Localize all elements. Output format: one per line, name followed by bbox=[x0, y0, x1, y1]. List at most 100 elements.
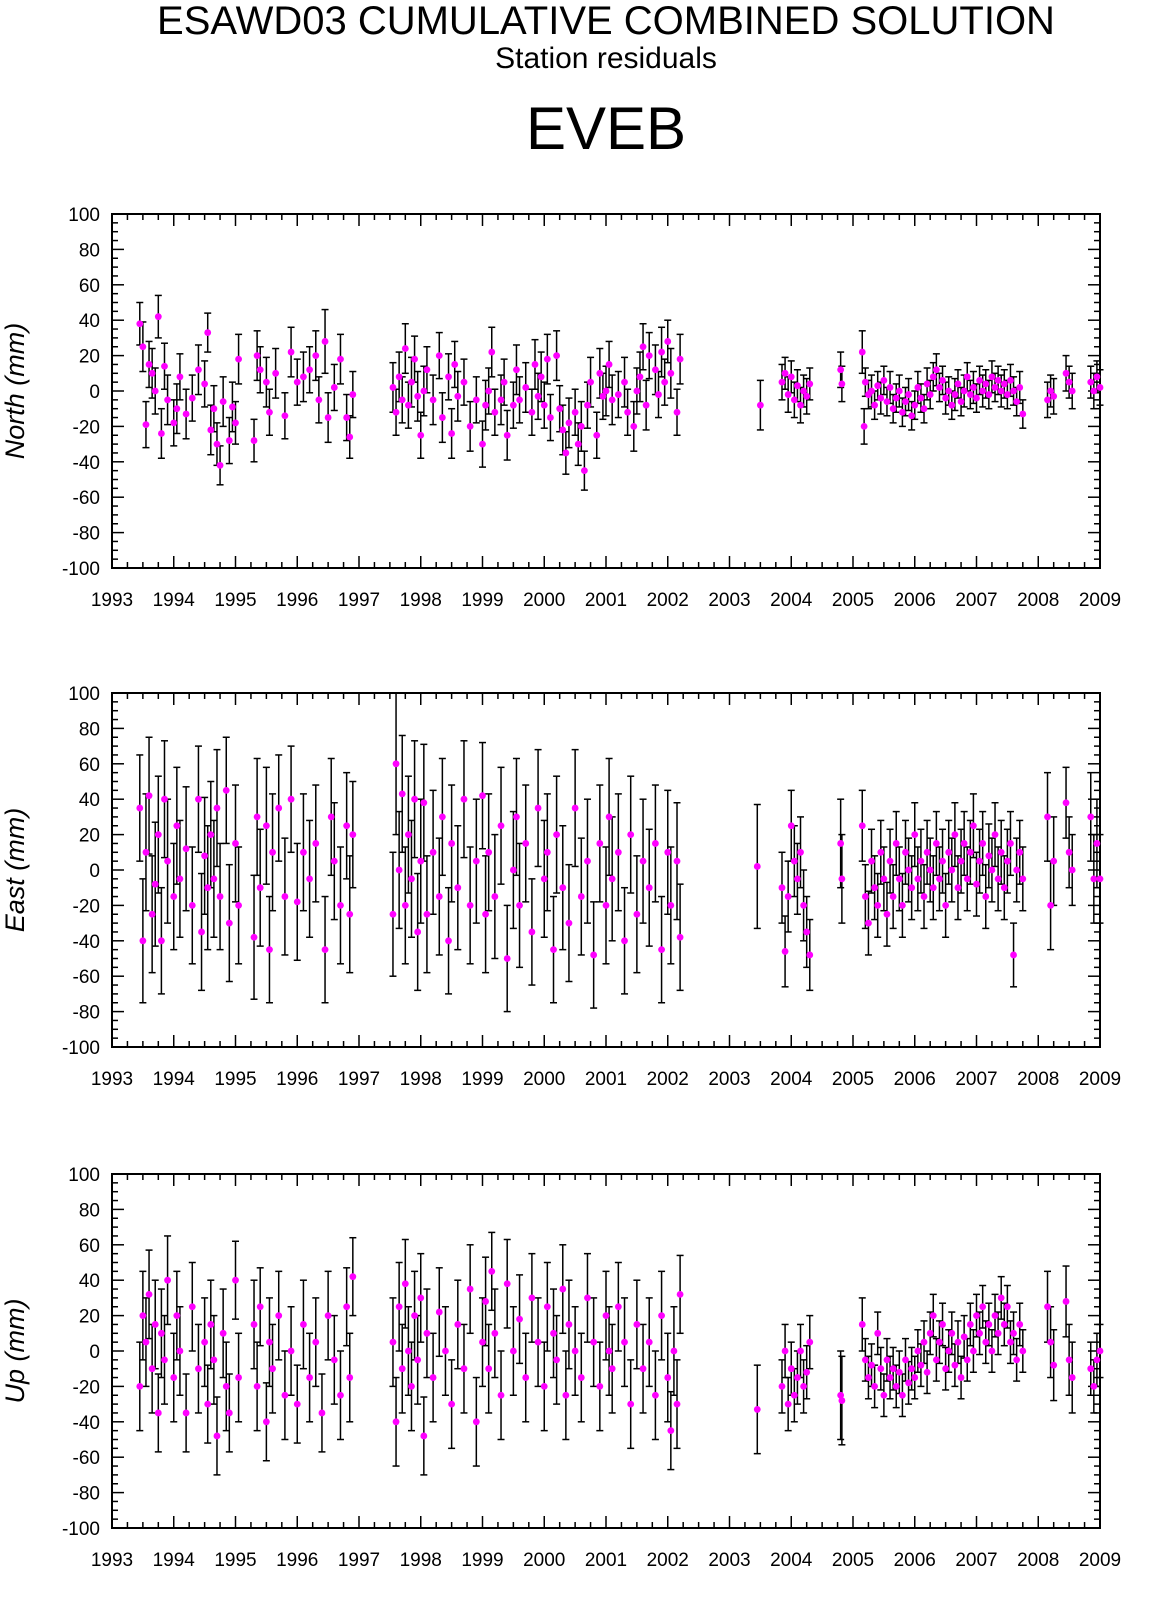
data-point bbox=[599, 392, 607, 400]
data-point bbox=[584, 401, 591, 409]
data-point bbox=[321, 338, 329, 345]
data-point bbox=[673, 1400, 681, 1408]
data-point bbox=[235, 902, 242, 909]
data-point bbox=[861, 378, 869, 386]
data-point bbox=[266, 408, 273, 416]
data-point bbox=[673, 857, 681, 865]
data-point bbox=[1047, 902, 1054, 909]
data-point bbox=[164, 396, 171, 404]
data-point bbox=[250, 933, 258, 941]
x-tick-label: 2007 bbox=[955, 1550, 997, 1571]
data-point bbox=[188, 394, 196, 402]
data-point bbox=[858, 822, 866, 830]
x-tick-label: 2004 bbox=[770, 1069, 813, 1090]
data-point bbox=[454, 392, 462, 400]
data-point bbox=[509, 401, 517, 409]
data-point bbox=[892, 1383, 900, 1390]
x-tick-label: 2000 bbox=[523, 1550, 565, 1571]
data-point bbox=[395, 866, 403, 874]
data-point bbox=[596, 840, 604, 847]
data-point bbox=[151, 880, 159, 888]
data-point bbox=[300, 373, 307, 381]
data-point bbox=[488, 1267, 496, 1275]
data-point bbox=[170, 419, 178, 427]
data-point bbox=[794, 875, 801, 883]
data-point bbox=[667, 902, 675, 909]
y-tick-label: -100 bbox=[62, 1038, 100, 1059]
data-point bbox=[639, 343, 647, 351]
data-point bbox=[590, 951, 598, 959]
data-point bbox=[485, 848, 493, 856]
data-point bbox=[778, 884, 786, 892]
data-point bbox=[491, 1329, 499, 1337]
data-point bbox=[602, 902, 610, 909]
data-point bbox=[503, 1280, 511, 1288]
data-point bbox=[861, 893, 869, 900]
data-point bbox=[784, 893, 792, 900]
data-point bbox=[661, 378, 669, 386]
data-point bbox=[346, 433, 354, 441]
data-point bbox=[1093, 1356, 1101, 1364]
data-point bbox=[936, 1338, 943, 1346]
data-point bbox=[562, 449, 570, 457]
data-point bbox=[293, 378, 301, 386]
data-point bbox=[269, 848, 276, 856]
y-tick-label: 100 bbox=[68, 684, 100, 705]
data-point bbox=[664, 1374, 672, 1381]
data-point bbox=[250, 437, 258, 444]
x-tick-label: 1993 bbox=[91, 1550, 133, 1571]
x-tick-label: 2003 bbox=[708, 1069, 750, 1090]
data-point bbox=[389, 1338, 397, 1346]
data-point bbox=[392, 1418, 400, 1426]
data-point bbox=[753, 863, 761, 870]
x-tick-label: 2000 bbox=[523, 590, 565, 611]
data-point bbox=[1065, 848, 1073, 856]
data-point bbox=[1003, 1303, 1011, 1311]
y-tick-label: -80 bbox=[73, 1484, 100, 1505]
data-point bbox=[213, 1432, 221, 1440]
data-point bbox=[454, 1321, 462, 1328]
data-point bbox=[173, 405, 181, 413]
x-tick-label: 2001 bbox=[585, 1069, 627, 1090]
data-point bbox=[997, 848, 1005, 856]
data-point bbox=[652, 1391, 659, 1399]
data-point bbox=[225, 437, 233, 444]
x-tick-label: 2003 bbox=[708, 1550, 750, 1571]
data-point bbox=[204, 884, 212, 892]
data-point bbox=[1087, 378, 1095, 386]
errorbar-layer bbox=[136, 1231, 1104, 1476]
data-point bbox=[219, 398, 227, 406]
data-point bbox=[1093, 373, 1101, 381]
x-tick-label: 2003 bbox=[708, 590, 750, 611]
data-point bbox=[902, 1356, 909, 1364]
data-point bbox=[614, 1303, 622, 1311]
data-point bbox=[232, 419, 239, 427]
data-point bbox=[420, 799, 428, 807]
data-point bbox=[957, 857, 965, 865]
data-point bbox=[868, 857, 875, 865]
chart-title: ESAWD03 CUMULATIVE COMBINED SOLUTION bbox=[157, 0, 1055, 43]
data-point bbox=[577, 893, 585, 900]
x-tick-label: 1995 bbox=[214, 1550, 256, 1571]
data-point bbox=[932, 366, 940, 374]
data-point bbox=[942, 1365, 950, 1373]
data-point bbox=[837, 1391, 845, 1399]
data-point bbox=[932, 840, 940, 847]
data-point bbox=[1003, 857, 1011, 865]
data-point bbox=[627, 831, 635, 838]
data-point bbox=[435, 893, 443, 900]
data-point bbox=[173, 1312, 181, 1319]
data-point bbox=[571, 804, 579, 812]
y-tick-label: -40 bbox=[73, 1413, 100, 1434]
data-point bbox=[1096, 875, 1104, 883]
data-point bbox=[939, 857, 946, 865]
data-point bbox=[225, 919, 233, 927]
data-point bbox=[929, 884, 937, 892]
data-point bbox=[287, 795, 295, 803]
data-point bbox=[312, 352, 320, 359]
data-point bbox=[976, 1329, 983, 1337]
data-point bbox=[926, 866, 934, 874]
data-point bbox=[235, 1374, 242, 1381]
data-point bbox=[1044, 396, 1051, 404]
data-point bbox=[902, 398, 909, 406]
